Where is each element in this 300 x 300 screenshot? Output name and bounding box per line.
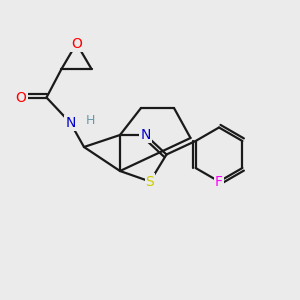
Text: H: H: [86, 114, 95, 128]
Text: S: S: [146, 175, 154, 188]
Text: N: N: [140, 128, 151, 142]
Text: O: O: [16, 91, 26, 104]
Text: O: O: [71, 37, 82, 50]
Text: F: F: [215, 175, 223, 188]
Text: N: N: [65, 116, 76, 130]
